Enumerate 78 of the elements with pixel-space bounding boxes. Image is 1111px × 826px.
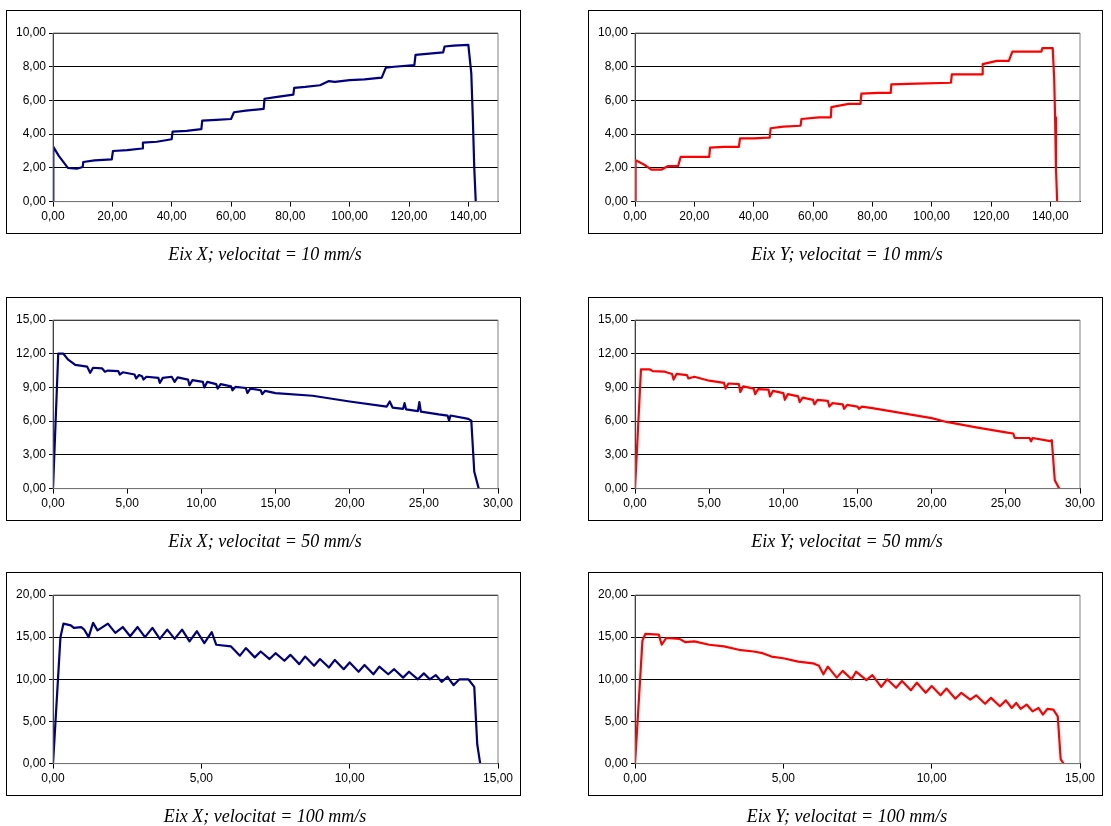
x-tick-label: 10,00: [186, 496, 217, 511]
y-tick-label: 4,00: [22, 126, 47, 141]
x-tick-label: 0,00: [41, 771, 66, 786]
y-tick-label: 8,00: [22, 59, 47, 74]
x-tick-label: 5,00: [697, 496, 722, 511]
x-tick-label: 80,00: [857, 209, 888, 224]
x-tick-label: 80,00: [275, 209, 306, 224]
text: Eix Y; velocitat = 10 mm/s: [750, 244, 944, 265]
y-tick-label: 8,00: [604, 59, 629, 74]
x-tick-label: 15,00: [1064, 771, 1096, 786]
x-tick-label: 0,00: [623, 771, 648, 786]
y-tick-label: 0,00: [22, 480, 47, 495]
y-tick-label: 9,00: [604, 379, 629, 394]
y-tick-label: 6,00: [604, 413, 629, 428]
x-tick-label: 0,00: [623, 209, 648, 224]
y-tick-label: 10,00: [16, 25, 47, 40]
y-tick-label: 15,00: [598, 312, 629, 327]
x-tick-label: 40,00: [738, 209, 770, 224]
x-tick-label: 20,00: [334, 496, 366, 511]
y-tick-label: 0,00: [604, 480, 629, 495]
x-tick-label: 100,00: [913, 209, 951, 224]
y-tick-label: 3,00: [22, 447, 47, 462]
y-tick-label: 0,00: [604, 193, 629, 208]
x-tick-label: 10,00: [768, 496, 799, 511]
y-tick-label: 6,00: [22, 413, 47, 428]
x-tick-label: 15,00: [260, 496, 291, 511]
x-tick-label: 0,00: [41, 496, 66, 511]
y-tick-label: 6,00: [604, 92, 629, 107]
x-tick-label: 15,00: [842, 496, 873, 511]
x-tick-label: 40,00: [156, 209, 188, 224]
x-tick-label: 0,00: [41, 209, 66, 224]
x-tick-label: 140,00: [1031, 209, 1070, 224]
x-tick-label: 25,00: [408, 496, 440, 511]
y-tick-label: 12,00: [16, 346, 47, 361]
text: Eix X; velocitat = 50 mm/s: [167, 531, 363, 552]
y-tick-label: 3,00: [604, 447, 629, 462]
x-tick-label: 20,00: [679, 209, 710, 224]
x-tick-label: 10,00: [334, 771, 366, 786]
y-tick-label: 20,00: [16, 587, 47, 602]
x-tick-label: 10,00: [916, 771, 948, 786]
y-tick-label: 10,00: [598, 25, 629, 40]
y-tick-label: 20,00: [598, 587, 629, 602]
x-tick-label: 140,00: [449, 209, 488, 224]
text: Eix X; velocitat = 100 mm/s: [162, 806, 368, 826]
x-tick-label: 15,00: [482, 771, 514, 786]
x-tick-label: 5,00: [115, 496, 140, 511]
y-tick-label: 2,00: [604, 160, 629, 175]
text: Eix Y; velocitat = 50 mm/s: [750, 531, 944, 552]
y-tick-label: 6,00: [22, 92, 47, 107]
x-tick-label: 30,00: [1064, 496, 1096, 511]
y-tick-label: 5,00: [604, 713, 629, 728]
y-tick-label: 4,00: [604, 126, 629, 141]
y-tick-label: 10,00: [598, 671, 629, 686]
x-tick-label: 120,00: [390, 209, 428, 224]
y-tick-label: 12,00: [598, 346, 629, 361]
x-tick-label: 25,00: [990, 496, 1022, 511]
x-tick-label: 5,00: [189, 771, 214, 786]
y-tick-label: 0,00: [22, 755, 47, 770]
x-tick-label: 100,00: [331, 209, 369, 224]
x-tick-label: 30,00: [482, 496, 514, 511]
x-tick-label: 5,00: [771, 771, 796, 786]
text: Eix X; velocitat = 10 mm/s: [167, 244, 363, 265]
x-tick-label: 20,00: [97, 209, 128, 224]
y-tick-label: 0,00: [604, 755, 629, 770]
x-tick-label: 20,00: [916, 496, 948, 511]
x-tick-label: 0,00: [623, 496, 648, 511]
x-tick-label: 60,00: [798, 209, 829, 224]
x-tick-label: 120,00: [972, 209, 1010, 224]
y-tick-label: 2,00: [22, 160, 47, 175]
y-tick-label: 15,00: [16, 629, 47, 644]
y-tick-label: 15,00: [16, 312, 47, 327]
y-tick-label: 0,00: [22, 193, 47, 208]
y-tick-label: 9,00: [22, 379, 47, 394]
x-tick-label: 60,00: [216, 209, 247, 224]
y-tick-label: 15,00: [598, 629, 629, 644]
y-tick-label: 10,00: [16, 671, 47, 686]
y-tick-label: 5,00: [22, 713, 47, 728]
text: Eix Y; velocitat = 100 mm/s: [745, 806, 949, 826]
